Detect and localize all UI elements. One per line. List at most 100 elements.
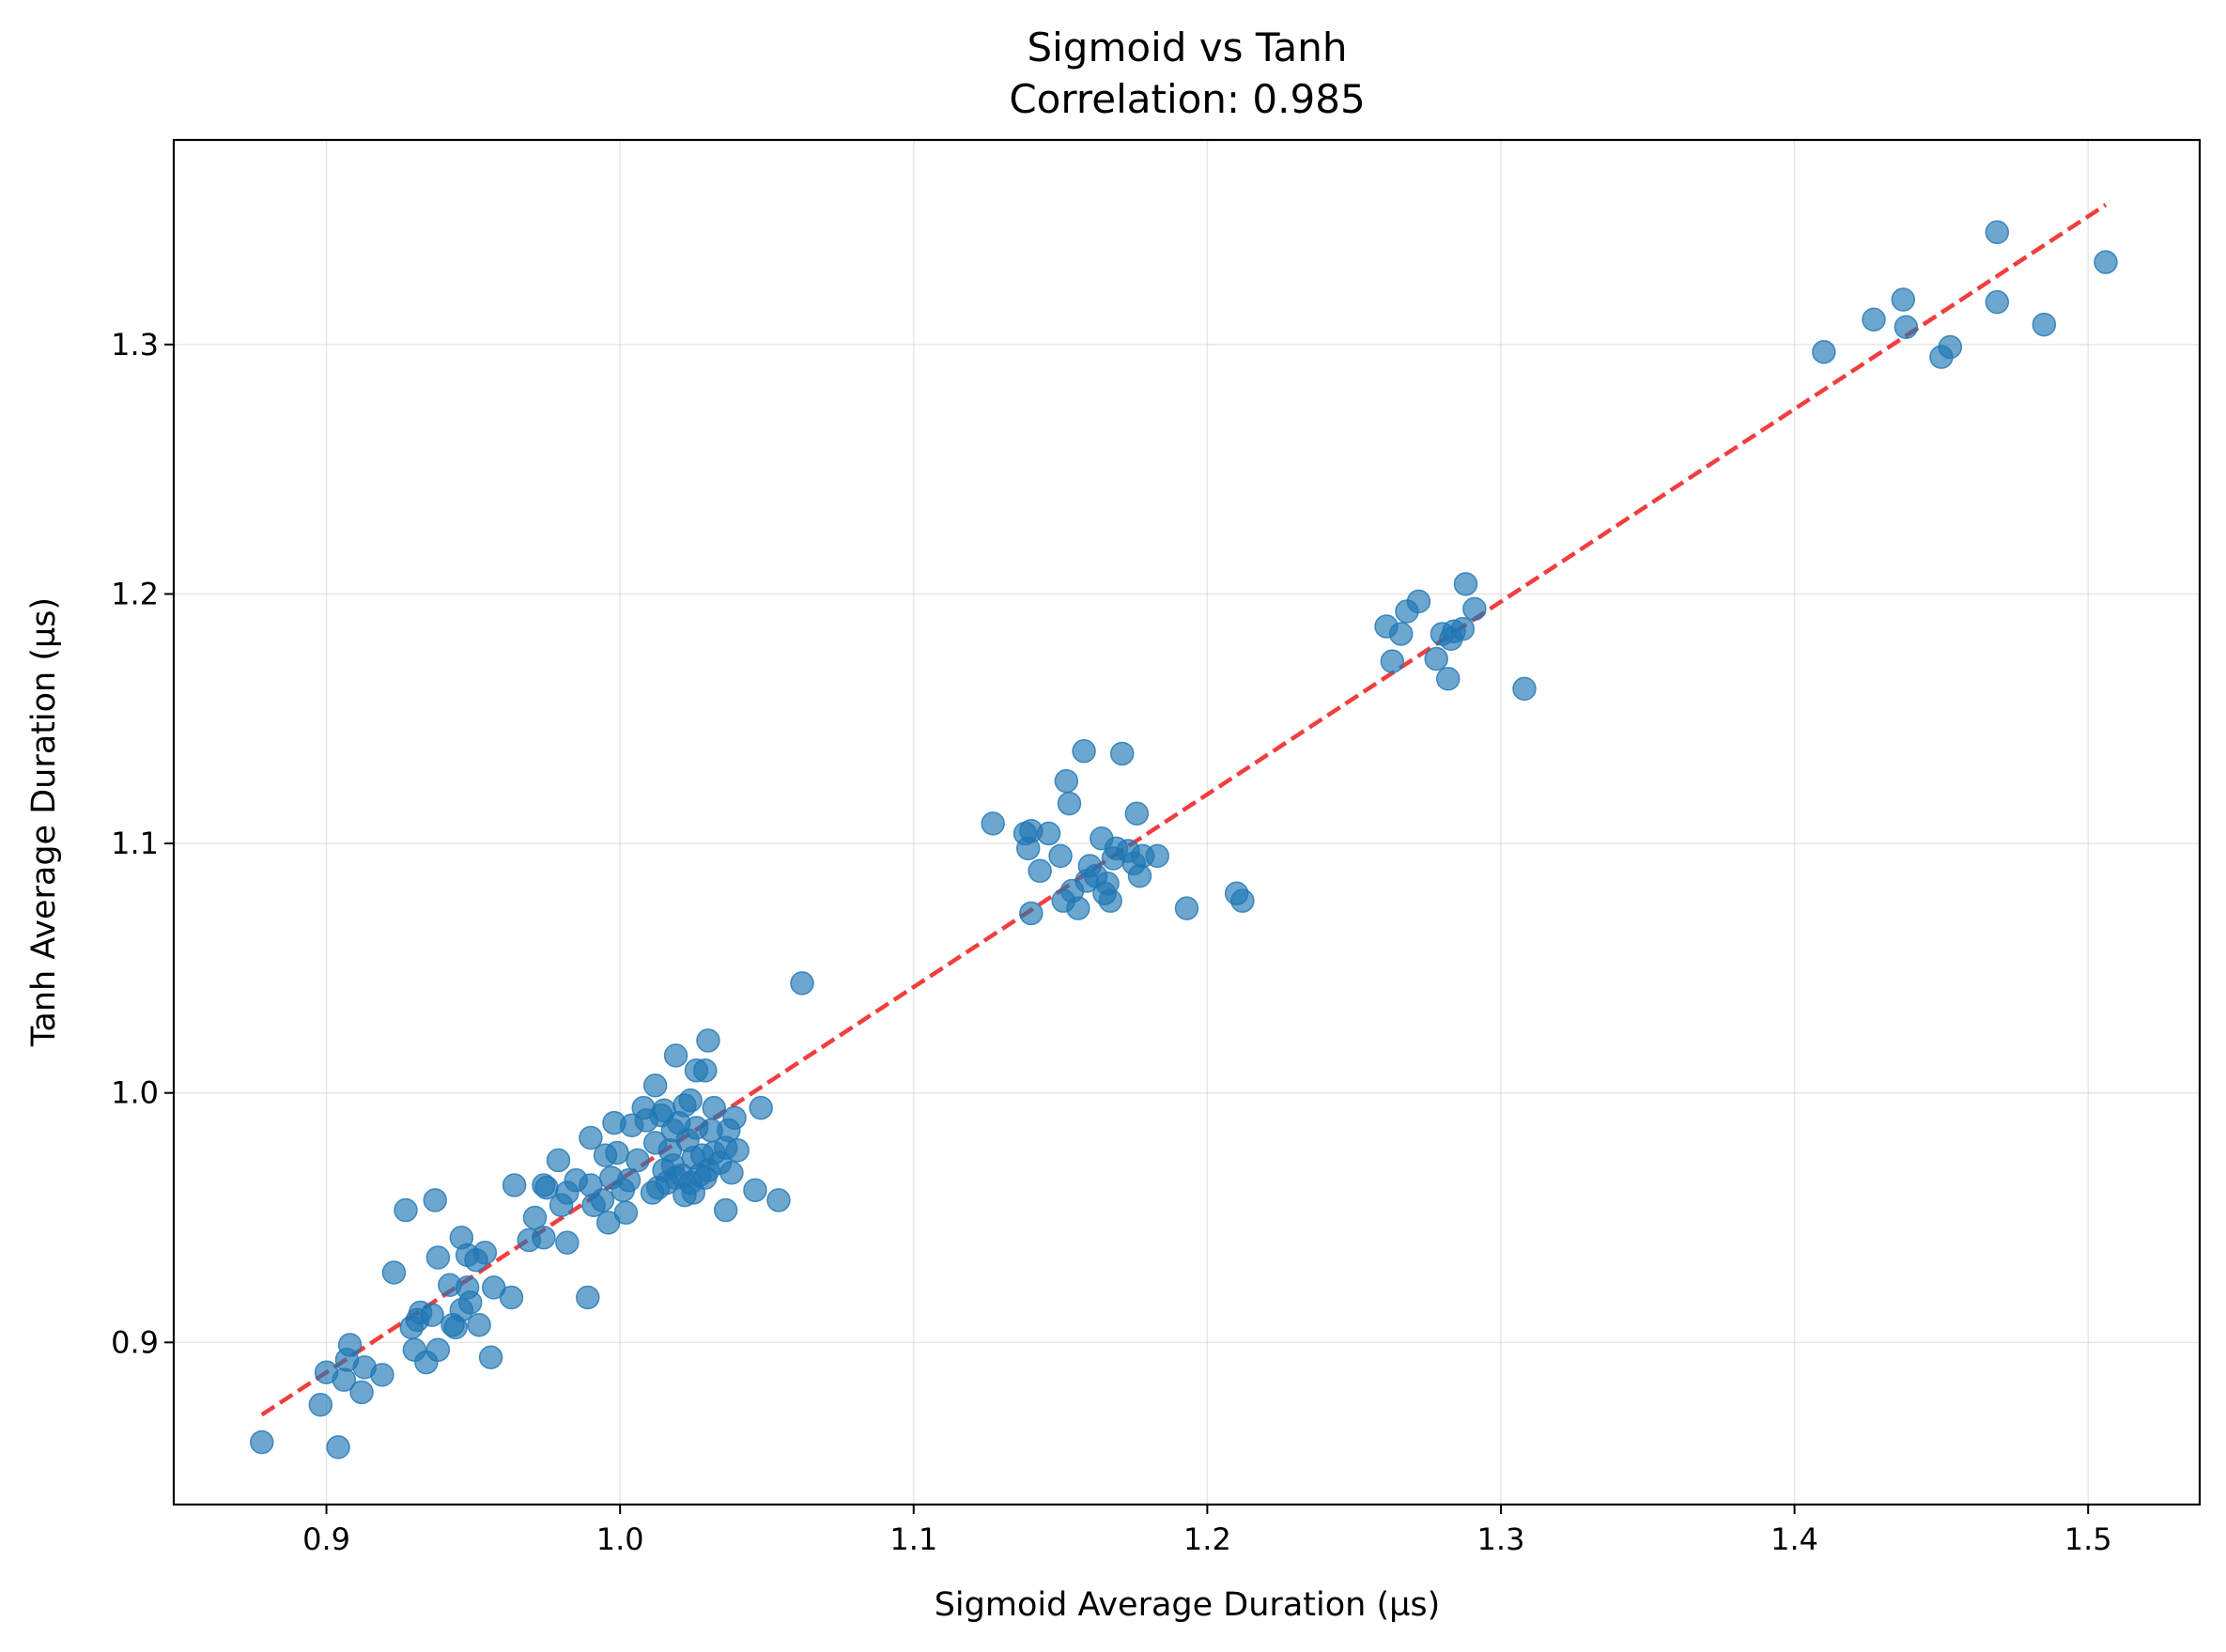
data-point (1512, 676, 1537, 702)
data-point (626, 1148, 650, 1173)
data-point (1109, 741, 1135, 766)
x-tick-label: 1.4 (1770, 1521, 1818, 1557)
plot-frame (172, 138, 2202, 1506)
data-point (546, 1148, 571, 1173)
y-tick-label: 1.1 (111, 826, 159, 861)
data-point (472, 1240, 498, 1265)
data-point (1174, 896, 1199, 920)
data-point (555, 1230, 580, 1255)
data-point (326, 1435, 350, 1459)
data-point (1054, 768, 1079, 794)
data-point (1028, 858, 1052, 884)
data-point (576, 1285, 600, 1310)
data-point (749, 1095, 773, 1120)
data-point (1891, 287, 1916, 312)
data-point (499, 1285, 524, 1310)
data-point (696, 1028, 720, 1053)
data-point (616, 1167, 642, 1193)
data-point (1388, 622, 1414, 646)
data-point (381, 1260, 407, 1285)
data-point (1145, 843, 1169, 869)
x-tick-label: 1.2 (1183, 1521, 1231, 1557)
y-tick-label: 0.9 (111, 1324, 159, 1360)
data-point (420, 1303, 444, 1327)
data-point (722, 1105, 747, 1131)
data-point (502, 1173, 527, 1197)
data-point (2094, 250, 2118, 274)
x-tick-label: 1.3 (1477, 1521, 1525, 1557)
data-point (1938, 334, 1963, 360)
x-tick-label: 1.0 (596, 1521, 644, 1557)
data-point (1462, 596, 1487, 622)
data-point (678, 1088, 703, 1113)
y-tick-label: 1.2 (111, 576, 159, 611)
x-axis-label: Sigmoid Average Duration (µs) (935, 1586, 1441, 1624)
y-axis-ticks: 0.9 1.0 1.1 1.2 1.3 (111, 327, 174, 1360)
data-point (467, 1312, 491, 1337)
data-point (423, 1188, 447, 1212)
data-point (1894, 315, 1919, 339)
data-point (1862, 307, 1886, 332)
data-point (693, 1058, 718, 1083)
data-point (308, 1392, 333, 1417)
data-point (743, 1178, 767, 1203)
data-point (1424, 646, 1448, 672)
data-point (1019, 901, 1043, 926)
data-point (1066, 896, 1090, 920)
data-point (1127, 863, 1152, 888)
data-point (713, 1197, 738, 1223)
data-point (702, 1095, 726, 1120)
data-point (394, 1197, 418, 1223)
data-point (250, 1429, 274, 1455)
data-point (981, 811, 1005, 836)
y-tick-label: 1.0 (111, 1075, 159, 1111)
data-point (1453, 572, 1478, 596)
data-point (457, 1290, 483, 1315)
data-point (1048, 843, 1073, 869)
data-point (1450, 616, 1476, 641)
data-point (1072, 739, 1096, 764)
data-point (425, 1245, 451, 1270)
x-axis-ticks: 0.9 1.0 1.1 1.2 1.3 1.4 1.5 (302, 1505, 2112, 1557)
data-point (337, 1333, 363, 1357)
data-point (605, 1140, 629, 1166)
data-point (370, 1363, 394, 1387)
grid-lines (174, 140, 2200, 1505)
data-point (1057, 791, 1082, 816)
data-point (532, 1226, 556, 1250)
data-point (1985, 220, 2010, 245)
data-point (425, 1337, 451, 1363)
data-point (1985, 289, 2010, 315)
data-point (1098, 888, 1122, 913)
data-point (1124, 801, 1150, 826)
data-point (663, 1043, 688, 1068)
chart-title: Sigmoid vs Tanh (1027, 24, 1347, 70)
data-point (1380, 649, 1405, 673)
y-tick-label: 1.3 (111, 327, 159, 363)
data-point (613, 1200, 639, 1225)
x-tick-label: 0.9 (302, 1521, 350, 1557)
data-point (349, 1380, 374, 1405)
data-point (1435, 667, 1461, 691)
data-point (478, 1345, 503, 1370)
data-point (522, 1205, 548, 1230)
data-point (1036, 821, 1061, 846)
y-axis-label: Tanh Average Duration (µs) (25, 597, 63, 1047)
data-point (2032, 312, 2057, 337)
data-point (790, 971, 814, 996)
data-point (579, 1125, 603, 1150)
x-tick-label: 1.5 (2064, 1521, 2112, 1557)
data-point (719, 1160, 744, 1185)
scatter-points (250, 220, 2118, 1459)
data-point (590, 1188, 615, 1212)
data-point (766, 1188, 791, 1212)
data-point (1812, 340, 1836, 364)
x-tick-label: 1.1 (889, 1521, 937, 1557)
chart-subtitle: Correlation: 0.985 (1009, 76, 1365, 122)
data-point (725, 1138, 750, 1163)
data-point (642, 1073, 668, 1098)
data-point (1230, 888, 1255, 913)
data-point (1406, 589, 1431, 614)
